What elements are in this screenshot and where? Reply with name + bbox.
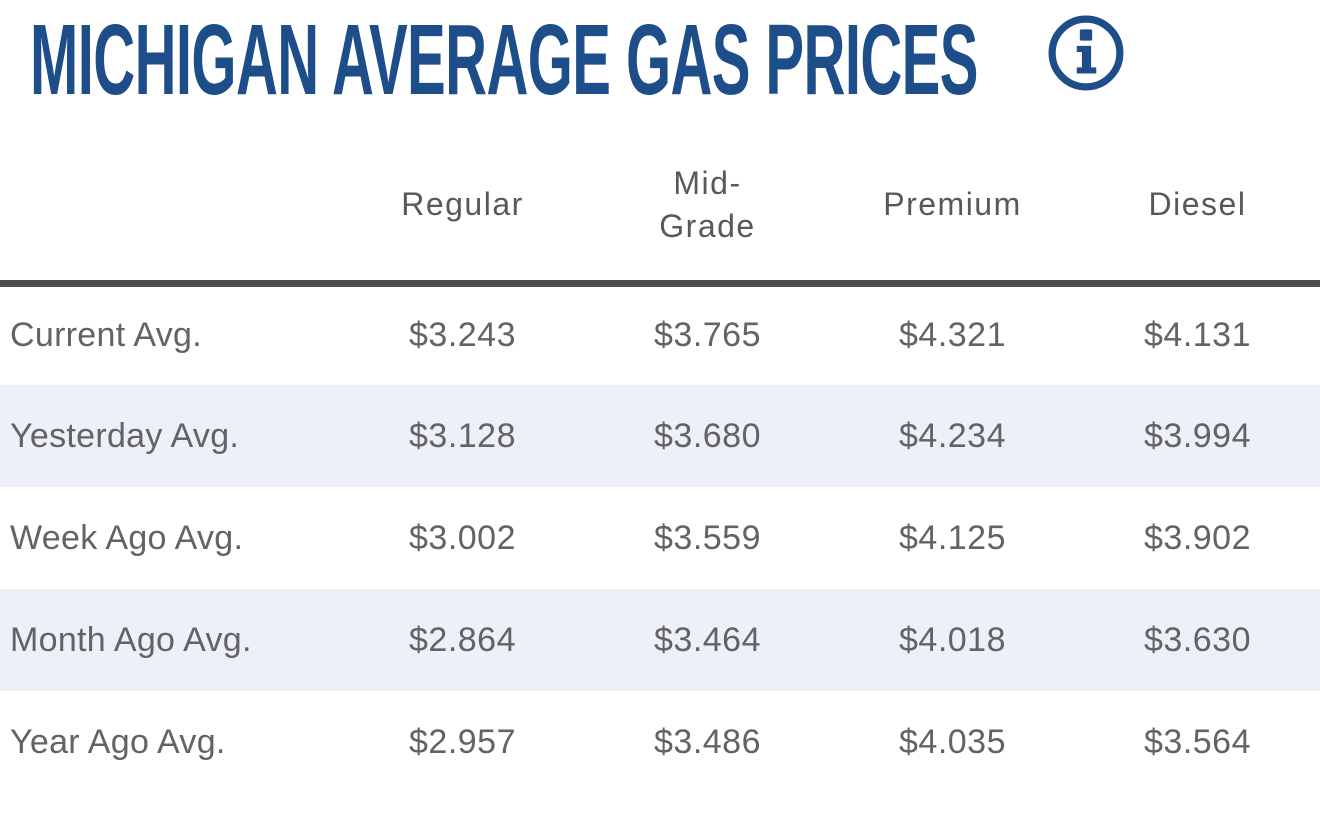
price-cell-premium: $4.018 [899,620,1006,659]
column-header-label: Premium [883,186,1022,223]
table-row-year-ago-avg: Year Ago Avg. $2.957 $3.486 $4.035 $3.56… [0,691,1320,793]
price-cell-diesel: $3.994 [1144,416,1251,455]
page-title: MICHIGAN AVERAGE GAS PRICES [30,4,978,116]
price-cell-regular: $3.243 [409,316,516,355]
price-cell-premium: $4.234 [899,416,1006,455]
column-header-label: Regular [401,186,524,223]
table-header-row: Regular Mid-Grade Premium Diesel [0,130,1320,283]
row-label: Year Ago Avg. [10,722,226,761]
price-cell-midgrade: $3.680 [654,416,761,455]
column-header-midgrade: Mid-Grade [585,130,830,283]
table-row-month-ago-avg: Month Ago Avg. $2.864 $3.464 $4.018 $3.6… [0,589,1320,691]
gas-prices-table: Regular Mid-Grade Premium Diesel Current… [0,130,1320,793]
column-header-premium: Premium [830,130,1075,283]
column-header-label: Mid-Grade [659,164,756,244]
page-title-block: MICHIGAN AVERAGE GAS PRICES [30,10,1320,120]
column-header-diesel: Diesel [1075,130,1320,283]
row-label: Week Ago Avg. [10,518,244,557]
price-cell-diesel: $3.564 [1144,722,1251,761]
price-cell-regular: $3.002 [409,518,516,557]
table-row-week-ago-avg: Week Ago Avg. $3.002 $3.559 $4.125 $3.90… [0,487,1320,589]
price-cell-premium: $4.125 [899,518,1006,557]
price-cell-premium: $4.035 [899,722,1006,761]
price-cell-midgrade: $3.464 [654,620,761,659]
price-cell-midgrade: $3.559 [654,518,761,557]
price-cell-regular: $3.128 [409,416,516,455]
price-cell-midgrade: $3.765 [654,316,761,355]
column-header-blank [0,130,340,283]
price-cell-regular: $2.864 [409,620,516,659]
price-cell-diesel: $3.630 [1144,620,1251,659]
price-cell-diesel: $4.131 [1144,316,1251,355]
price-cell-midgrade: $3.486 [654,722,761,761]
table-row-current-avg: Current Avg. $3.243 $3.765 $4.321 $4.131 [0,283,1320,385]
row-label: Yesterday Avg. [10,416,240,455]
row-label: Month Ago Avg. [10,620,252,659]
info-icon[interactable] [1047,14,1125,92]
column-header-label: Diesel [1148,186,1247,223]
column-header-regular: Regular [340,130,585,283]
table-row-yesterday-avg: Yesterday Avg. $3.128 $3.680 $4.234 $3.9… [0,385,1320,487]
price-cell-diesel: $3.902 [1144,518,1251,557]
row-label: Current Avg. [10,316,202,355]
price-cell-regular: $2.957 [409,722,516,761]
price-cell-premium: $4.321 [899,316,1006,355]
